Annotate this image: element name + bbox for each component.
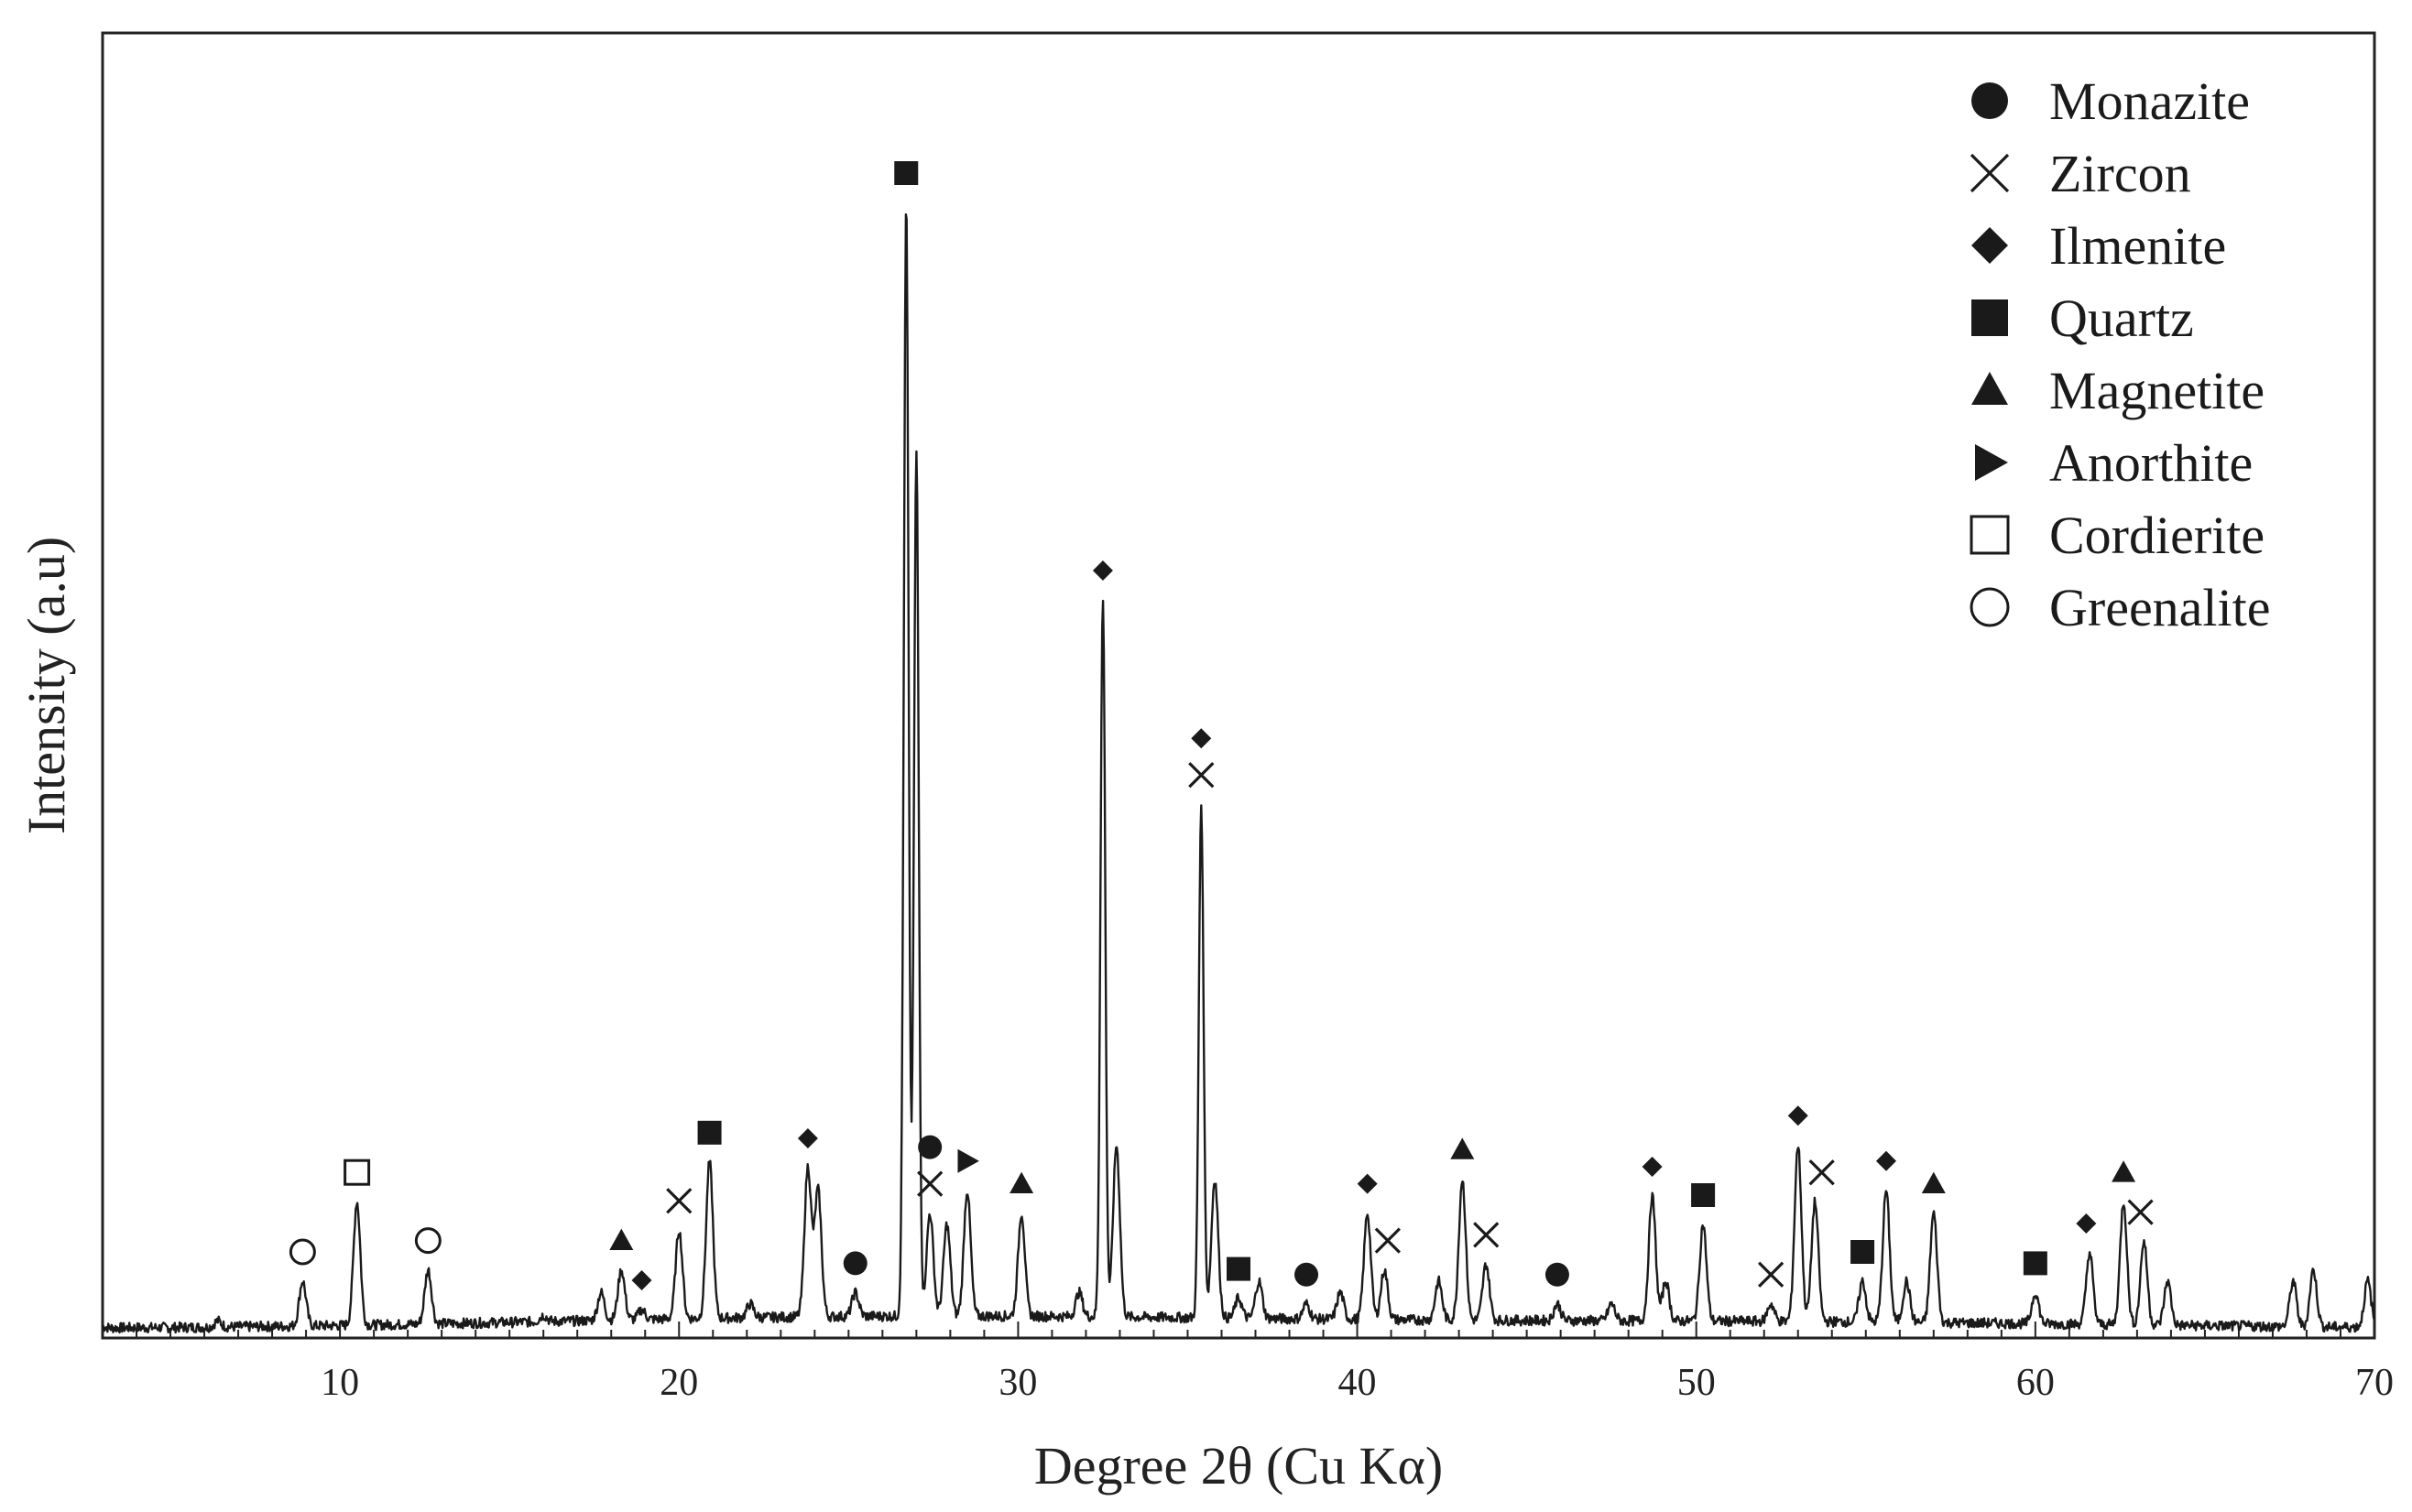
- peak-marker-zircon: [1374, 1227, 1402, 1254]
- legend-label: Magnetite: [2049, 361, 2265, 420]
- x-tick-label: 40: [1338, 1362, 1377, 1404]
- legend-label: Monazite: [2049, 71, 2250, 131]
- x-axis-title: Degree 2θ (Cu Kα): [1034, 1436, 1443, 1496]
- peak-marker-quartz: [697, 1120, 722, 1145]
- plot-frame: [101, 31, 2376, 1340]
- x-tick-label: 20: [660, 1362, 698, 1404]
- peak-marker-ilmenite: [1092, 560, 1113, 581]
- peak-marker-quartz: [2023, 1251, 2047, 1276]
- legend-label: Anorthite: [2049, 433, 2253, 493]
- peak-marker-ilmenite: [1875, 1150, 1896, 1171]
- diffraction-pattern-line: [102, 212, 2376, 1334]
- peak-marker-ilmenite: [1787, 1105, 1808, 1126]
- peak-marker-ilmenite: [1191, 728, 1212, 749]
- x-tick-label: 50: [1677, 1362, 1716, 1404]
- peak-marker-cordierite: [344, 1158, 371, 1186]
- peak-marker-monazite: [1294, 1262, 1319, 1287]
- peak-marker-monazite: [843, 1251, 868, 1276]
- x-tick-label: 70: [2355, 1362, 2394, 1404]
- peak-marker-anorthite: [957, 1148, 979, 1173]
- legend-marker-greenalite: [1970, 587, 2010, 627]
- peak-marker-magnetite: [1010, 1171, 1034, 1193]
- legend-marker-zircon: [1970, 153, 2010, 193]
- peak-marker-greenalite: [289, 1238, 316, 1266]
- legend-marker-ilmenite: [1971, 227, 2008, 264]
- peak-marker-zircon: [1473, 1222, 1500, 1248]
- peak-marker-quartz: [894, 161, 919, 185]
- peak-marker-magnetite: [609, 1228, 634, 1250]
- peak-markers: [289, 161, 2154, 1290]
- legend-label: Quartz: [2049, 288, 2194, 348]
- peak-marker-zircon: [917, 1170, 944, 1197]
- peak-marker-quartz: [1691, 1183, 1716, 1207]
- peak-marker-ilmenite: [631, 1270, 652, 1290]
- peak-marker-zircon: [1808, 1159, 1835, 1186]
- peak-marker-ilmenite: [1357, 1173, 1378, 1194]
- peak-marker-magnetite: [1921, 1171, 1946, 1193]
- x-tick-label: 60: [2016, 1362, 2055, 1404]
- peak-marker-zircon: [1188, 762, 1215, 789]
- peak-marker-ilmenite: [2076, 1213, 2097, 1234]
- legend: Monazite Zircon Ilmenite Quartz Magnetite Ano…: [1970, 71, 2271, 637]
- peak-marker-quartz: [1850, 1240, 1875, 1264]
- legend-label: Zircon: [2049, 144, 2191, 203]
- x-axis-tick-labels: 10 20 30 40 50 60 70: [321, 1362, 2394, 1404]
- legend-label: Cordierite: [2049, 506, 2265, 565]
- peak-marker-magnetite: [1450, 1137, 1475, 1159]
- legend-marker-quartz: [1971, 299, 2008, 336]
- peak-marker-ilmenite: [797, 1128, 818, 1148]
- legend-marker-cordierite: [1970, 515, 2010, 555]
- peak-marker-magnetite: [2112, 1160, 2136, 1182]
- x-tick-label: 30: [999, 1362, 1037, 1404]
- x-axis-ticks: [102, 1322, 2375, 1338]
- y-axis-title: Intensity (a.u): [16, 537, 76, 834]
- peak-marker-zircon: [2127, 1199, 2154, 1225]
- peak-marker-zircon: [1757, 1261, 1784, 1288]
- x-tick-label: 10: [321, 1362, 359, 1404]
- peak-marker-quartz: [1227, 1256, 1250, 1281]
- legend-marker-magnetite: [1971, 372, 2008, 405]
- legend-marker-anorthite: [1975, 444, 2008, 481]
- peak-marker-ilmenite: [1642, 1157, 1663, 1177]
- peak-marker-zircon: [666, 1188, 693, 1214]
- legend-label: Ilmenite: [2049, 216, 2226, 276]
- legend-label: Greenalite: [2049, 578, 2271, 637]
- peak-marker-monazite: [918, 1135, 943, 1159]
- peak-marker-greenalite: [414, 1227, 442, 1255]
- legend-marker-monazite: [1971, 82, 2008, 119]
- peak-marker-monazite: [1544, 1262, 1569, 1287]
